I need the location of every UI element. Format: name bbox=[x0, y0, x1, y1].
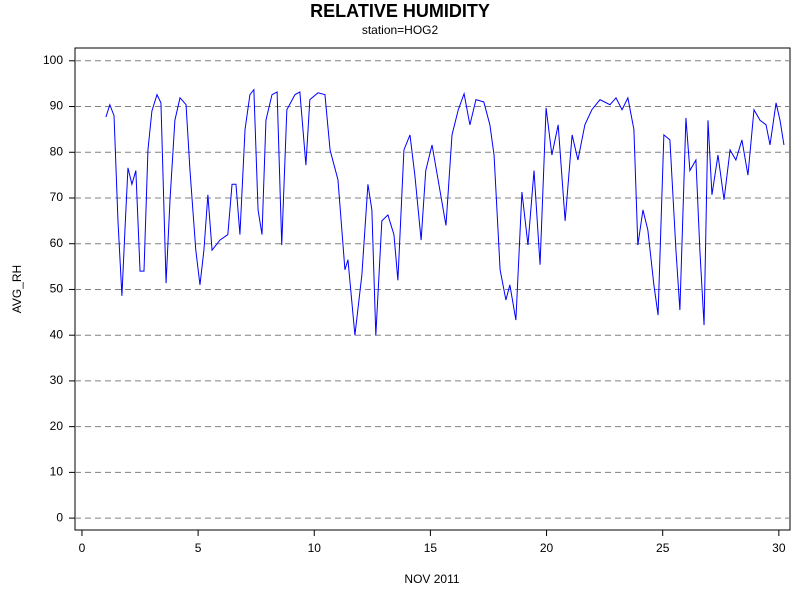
y-tick-label: 90 bbox=[50, 99, 64, 113]
y-tick-label: 50 bbox=[50, 282, 64, 296]
x-tick-label: 25 bbox=[656, 541, 670, 555]
y-tick-label: 70 bbox=[50, 190, 64, 204]
chart-title: RELATIVE HUMIDITY bbox=[310, 1, 490, 21]
x-tick-label: 5 bbox=[195, 541, 202, 555]
x-tick-label: 15 bbox=[424, 541, 438, 555]
y-tick-label: 40 bbox=[50, 327, 64, 341]
x-tick-label: 30 bbox=[772, 541, 786, 555]
chart-subtitle: station=HOG2 bbox=[362, 23, 439, 37]
data-line bbox=[105, 88, 785, 336]
y-tick-label: 80 bbox=[50, 144, 64, 158]
y-tick-label: 100 bbox=[43, 53, 63, 67]
y-tick-label: 20 bbox=[50, 419, 64, 433]
x-tick-label: 0 bbox=[79, 541, 86, 555]
x-tick-label: 10 bbox=[308, 541, 322, 555]
y-tick-label: 30 bbox=[50, 373, 64, 387]
plot-frame bbox=[74, 47, 791, 531]
y-tick-label: 0 bbox=[56, 510, 63, 524]
x-tick-label: 20 bbox=[540, 541, 554, 555]
y-tick-label: 10 bbox=[50, 465, 64, 479]
y-tick-label: 60 bbox=[50, 236, 64, 250]
x-axis-label: NOV 2011 bbox=[404, 572, 459, 586]
y-axis-label: AVG_RH bbox=[10, 265, 24, 313]
